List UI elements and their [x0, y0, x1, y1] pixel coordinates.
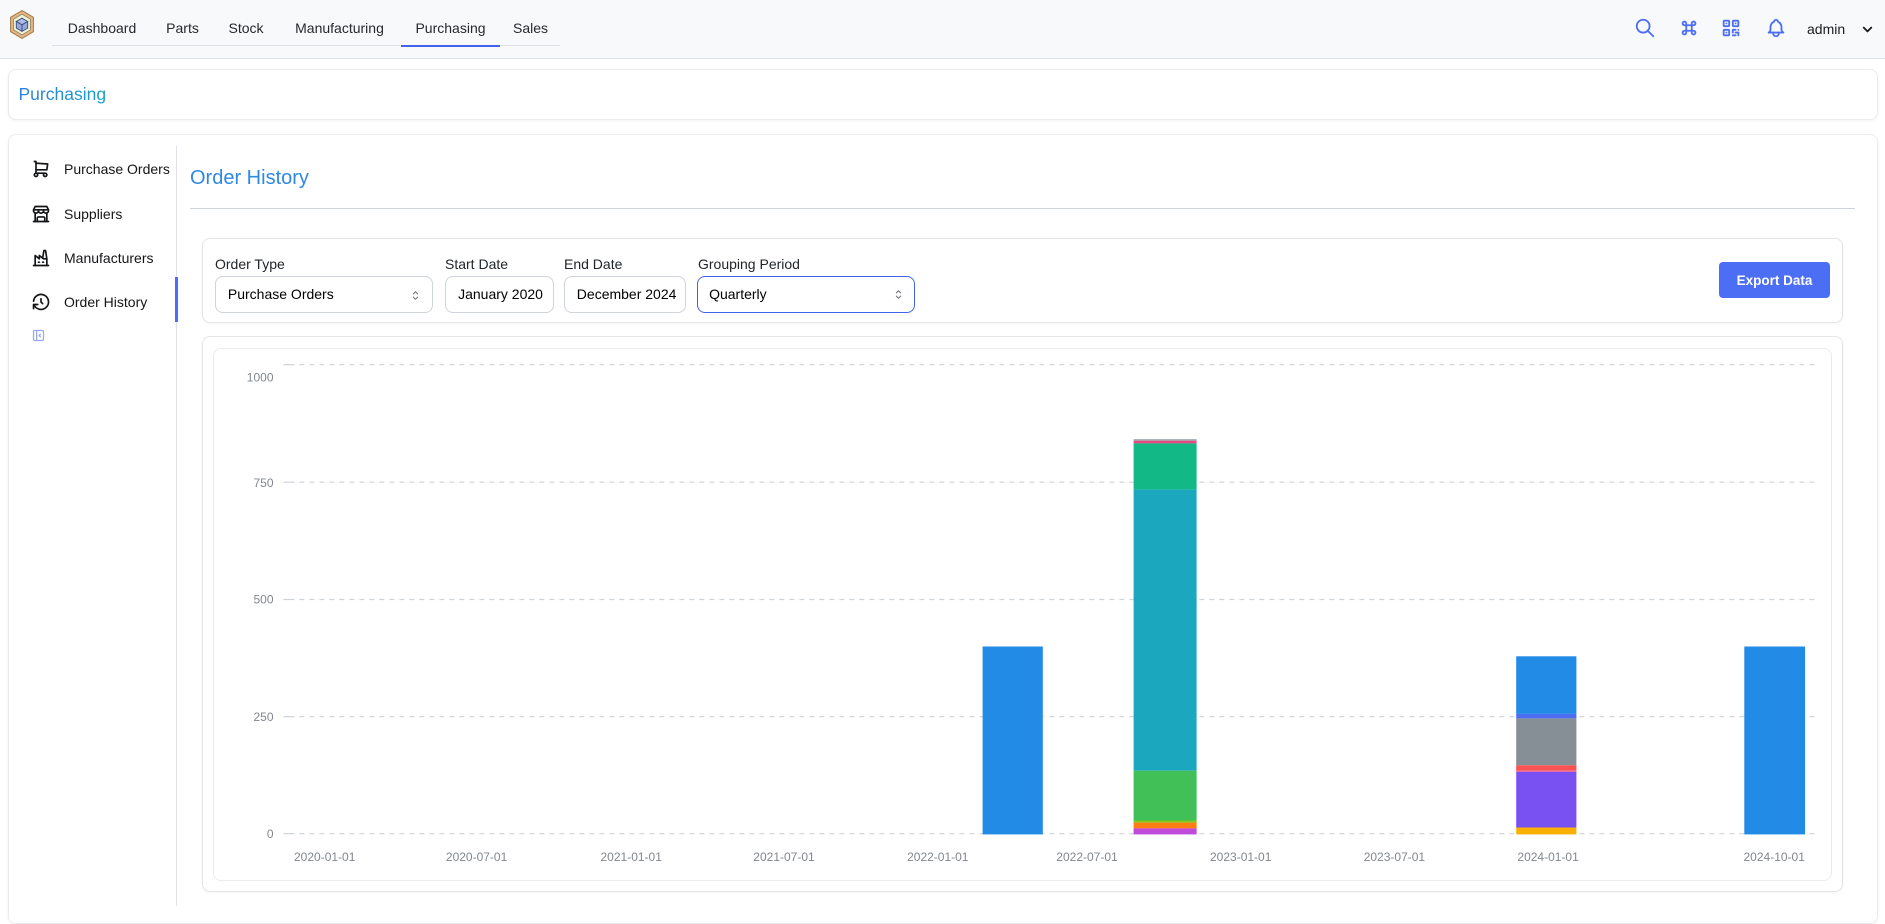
svg-text:1000: 1000	[247, 371, 274, 385]
svg-text:2024-10-01: 2024-10-01	[1744, 850, 1806, 864]
svg-text:750: 750	[254, 476, 274, 490]
svg-text:0: 0	[267, 827, 274, 841]
svg-text:2020-01-01: 2020-01-01	[294, 850, 356, 864]
svg-text:2022-07-01: 2022-07-01	[1057, 850, 1119, 864]
svg-text:2024-01-01: 2024-01-01	[1518, 850, 1580, 864]
svg-text:2022-01-01: 2022-01-01	[907, 850, 969, 864]
svg-text:2023-01-01: 2023-01-01	[1210, 850, 1272, 864]
svg-text:500: 500	[254, 593, 274, 607]
svg-text:2020-07-01: 2020-07-01	[446, 850, 508, 864]
svg-text:2021-07-01: 2021-07-01	[754, 850, 816, 864]
svg-text:2021-01-01: 2021-01-01	[601, 850, 663, 864]
svg-text:2023-07-01: 2023-07-01	[1364, 850, 1426, 864]
svg-text:250: 250	[254, 710, 274, 724]
